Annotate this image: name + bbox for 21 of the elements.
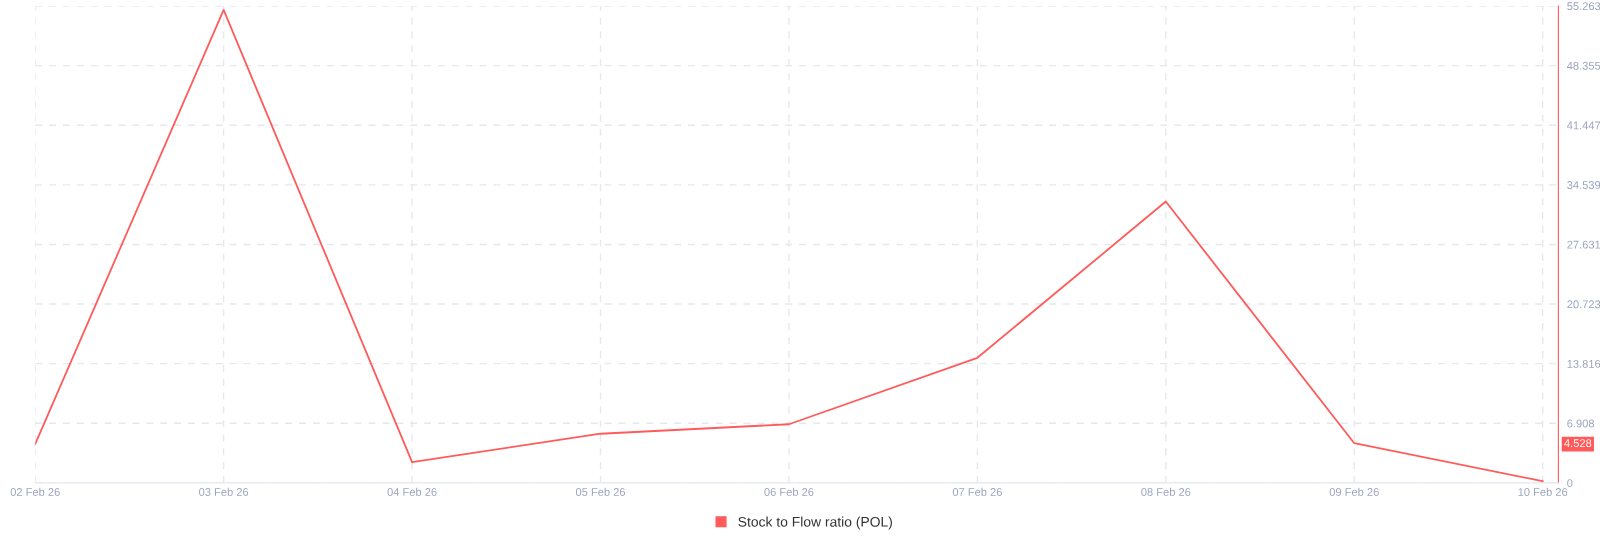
y-tick-label: 34.539 [1567,181,1600,189]
x-tick-label: 07 Feb 26 [952,487,1002,496]
y-tick-label: 55.263 [1567,2,1600,11]
x-tick-label: 03 Feb 26 [199,487,249,496]
legend-label: Stock to Flow ratio (POL) [738,516,892,530]
x-tick-label: 02 Feb 26 [10,487,60,496]
line-series [35,9,1544,483]
x-tick-label: 10 Feb 26 [1518,487,1568,496]
x-tick-label: 05 Feb 26 [575,487,626,496]
y-tick-label: 6.908 [1567,419,1595,428]
y-tick-label: 41.447 [1566,121,1600,130]
y-tick-label: 13.816 [1567,359,1600,368]
y-tick-label: 0 [1567,479,1573,488]
x-tick-label: 06 Feb 26 [764,487,814,496]
text: 4.528 [1564,439,1592,448]
y-tick-label: 48.355 [1566,61,1600,70]
x-tick-label: 04 Feb 26 [387,487,437,496]
y-tick-label: 20.723 [1567,300,1600,309]
x-tick-label: 09 Feb 26 [1329,487,1379,496]
y-tick-label: 27.631 [1567,240,1600,249]
x-tick-label: 08 Feb 26 [1141,487,1191,496]
